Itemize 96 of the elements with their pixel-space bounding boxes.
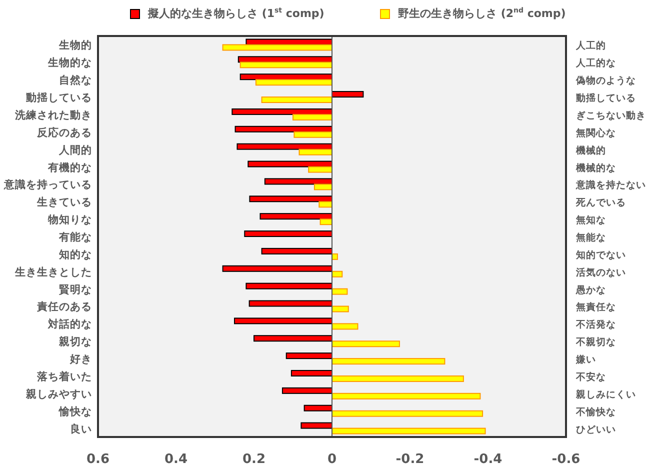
y2-tick-label: 活気のない	[575, 266, 626, 278]
y-tick-label: 物知りな	[47, 213, 92, 226]
y-tick-label: 有能な	[58, 230, 92, 244]
bar	[255, 79, 332, 86]
bar	[292, 114, 332, 120]
y2-tick-label: 動揺している	[575, 92, 636, 104]
y2-tick-label: 人工的な	[575, 57, 616, 70]
legend-label: 擬人的な生き物らしさ (1$^{st}$ comp)	[148, 6, 324, 21]
y-tick-label: 生物的な	[47, 56, 92, 70]
x-tick-label: 0.2	[242, 452, 266, 466]
bar	[249, 196, 332, 202]
bar	[332, 270, 343, 278]
bar	[282, 387, 332, 394]
bar	[332, 375, 464, 382]
y2-tick-label: 不親切な	[575, 336, 616, 348]
bar	[300, 422, 332, 429]
bar	[222, 44, 332, 51]
y2-tick-label: 愚かな	[575, 284, 606, 296]
bar	[222, 265, 332, 272]
y-tick-label: 有機的な	[47, 160, 92, 174]
y2-tick-label: 機械的な	[575, 162, 616, 174]
y2-tick-label: 人工的	[575, 40, 606, 52]
y2-tick-label: 無能な	[575, 232, 606, 244]
y-tick-label: 自然な	[59, 74, 92, 87]
y-tick-label: 反応のある	[36, 126, 92, 139]
y2-tick-label: 死んでいる	[575, 198, 626, 209]
bar	[332, 288, 348, 295]
bar	[290, 370, 332, 376]
y-tick-label: 生物的	[58, 38, 92, 52]
y2-tick-label: 不活発な	[575, 318, 616, 331]
y-tick-label: 生きている	[36, 196, 92, 209]
bar	[304, 404, 332, 412]
y-tick-label: 落ち着いた	[36, 370, 92, 383]
x-tick-label: 0.4	[164, 452, 188, 466]
y2-tick-label: 親しみにくい	[575, 388, 636, 400]
y2-tick-label: 不安な	[575, 370, 606, 383]
bar	[234, 318, 332, 324]
bar	[248, 160, 332, 168]
y-tick-label: 責任のある	[36, 300, 92, 314]
y2-tick-label: 無関心な	[575, 126, 616, 139]
bar	[260, 213, 332, 220]
x-tick-label: -0.6	[552, 452, 580, 466]
legend-label: 野生の生き物らしさ (2$^{nd}$ comp)	[398, 6, 566, 21]
bar	[248, 300, 332, 307]
y2-tick-label: 無責任な	[575, 301, 616, 314]
bar	[244, 230, 332, 237]
y2-tick-label: ぎこちない動き	[576, 109, 646, 122]
bar	[332, 358, 446, 365]
x-tick-label: -0.4	[474, 452, 502, 466]
y-tick-label: 対話的な	[47, 318, 92, 331]
bar	[332, 323, 358, 330]
y-tick-label: 親切な	[58, 335, 92, 348]
bar	[332, 428, 486, 434]
bar	[246, 282, 332, 290]
y2-tick-label: 意識を持たない	[575, 179, 646, 192]
bar	[261, 248, 332, 254]
bar	[294, 131, 332, 138]
bar	[254, 335, 332, 342]
y-tick-label: 親しみやすい	[25, 387, 92, 400]
bar	[308, 166, 332, 173]
y-tick-label: 動揺している	[25, 91, 92, 104]
x-tick-label: -0.2	[396, 452, 424, 466]
y2-tick-label: ひどいい	[576, 424, 616, 436]
y2-tick-label: 機械的	[575, 144, 606, 156]
bar	[286, 352, 332, 360]
bar	[320, 218, 332, 226]
y-tick-label: 生き生きとした	[14, 265, 92, 278]
bar	[232, 108, 332, 115]
bar	[240, 62, 332, 68]
bar	[332, 91, 364, 98]
bar	[236, 143, 332, 150]
y2-tick-label: 知的でない	[575, 248, 626, 261]
y2-tick-label: 無知な	[575, 214, 606, 226]
bar	[234, 126, 332, 132]
y-tick-label: 良い	[70, 422, 92, 436]
bar	[314, 184, 332, 190]
y-tick-label: 知的な	[58, 248, 92, 261]
y-tick-label: 洗練された動き	[14, 108, 92, 122]
bar	[332, 340, 400, 348]
bar	[261, 96, 332, 104]
bar	[318, 201, 332, 208]
y2-tick-label: 偽物のような	[575, 74, 636, 87]
y-tick-label: 賢明な	[58, 282, 92, 296]
bar	[264, 178, 332, 185]
y-tick-label: 意識を持っている	[3, 178, 92, 192]
bar	[332, 392, 481, 400]
x-tick-label: 0	[327, 452, 337, 466]
y2-tick-label: 嫌い	[575, 354, 596, 366]
bar	[332, 306, 349, 312]
y-tick-label: 人間的	[58, 143, 92, 156]
bar	[298, 148, 332, 156]
y-tick-label: 好き	[69, 354, 92, 366]
bar	[332, 410, 484, 417]
y-tick-label: 愉快な	[58, 404, 92, 418]
x-tick-label: 0.6	[86, 452, 110, 466]
y2-tick-label: 不愉快な	[575, 406, 616, 418]
